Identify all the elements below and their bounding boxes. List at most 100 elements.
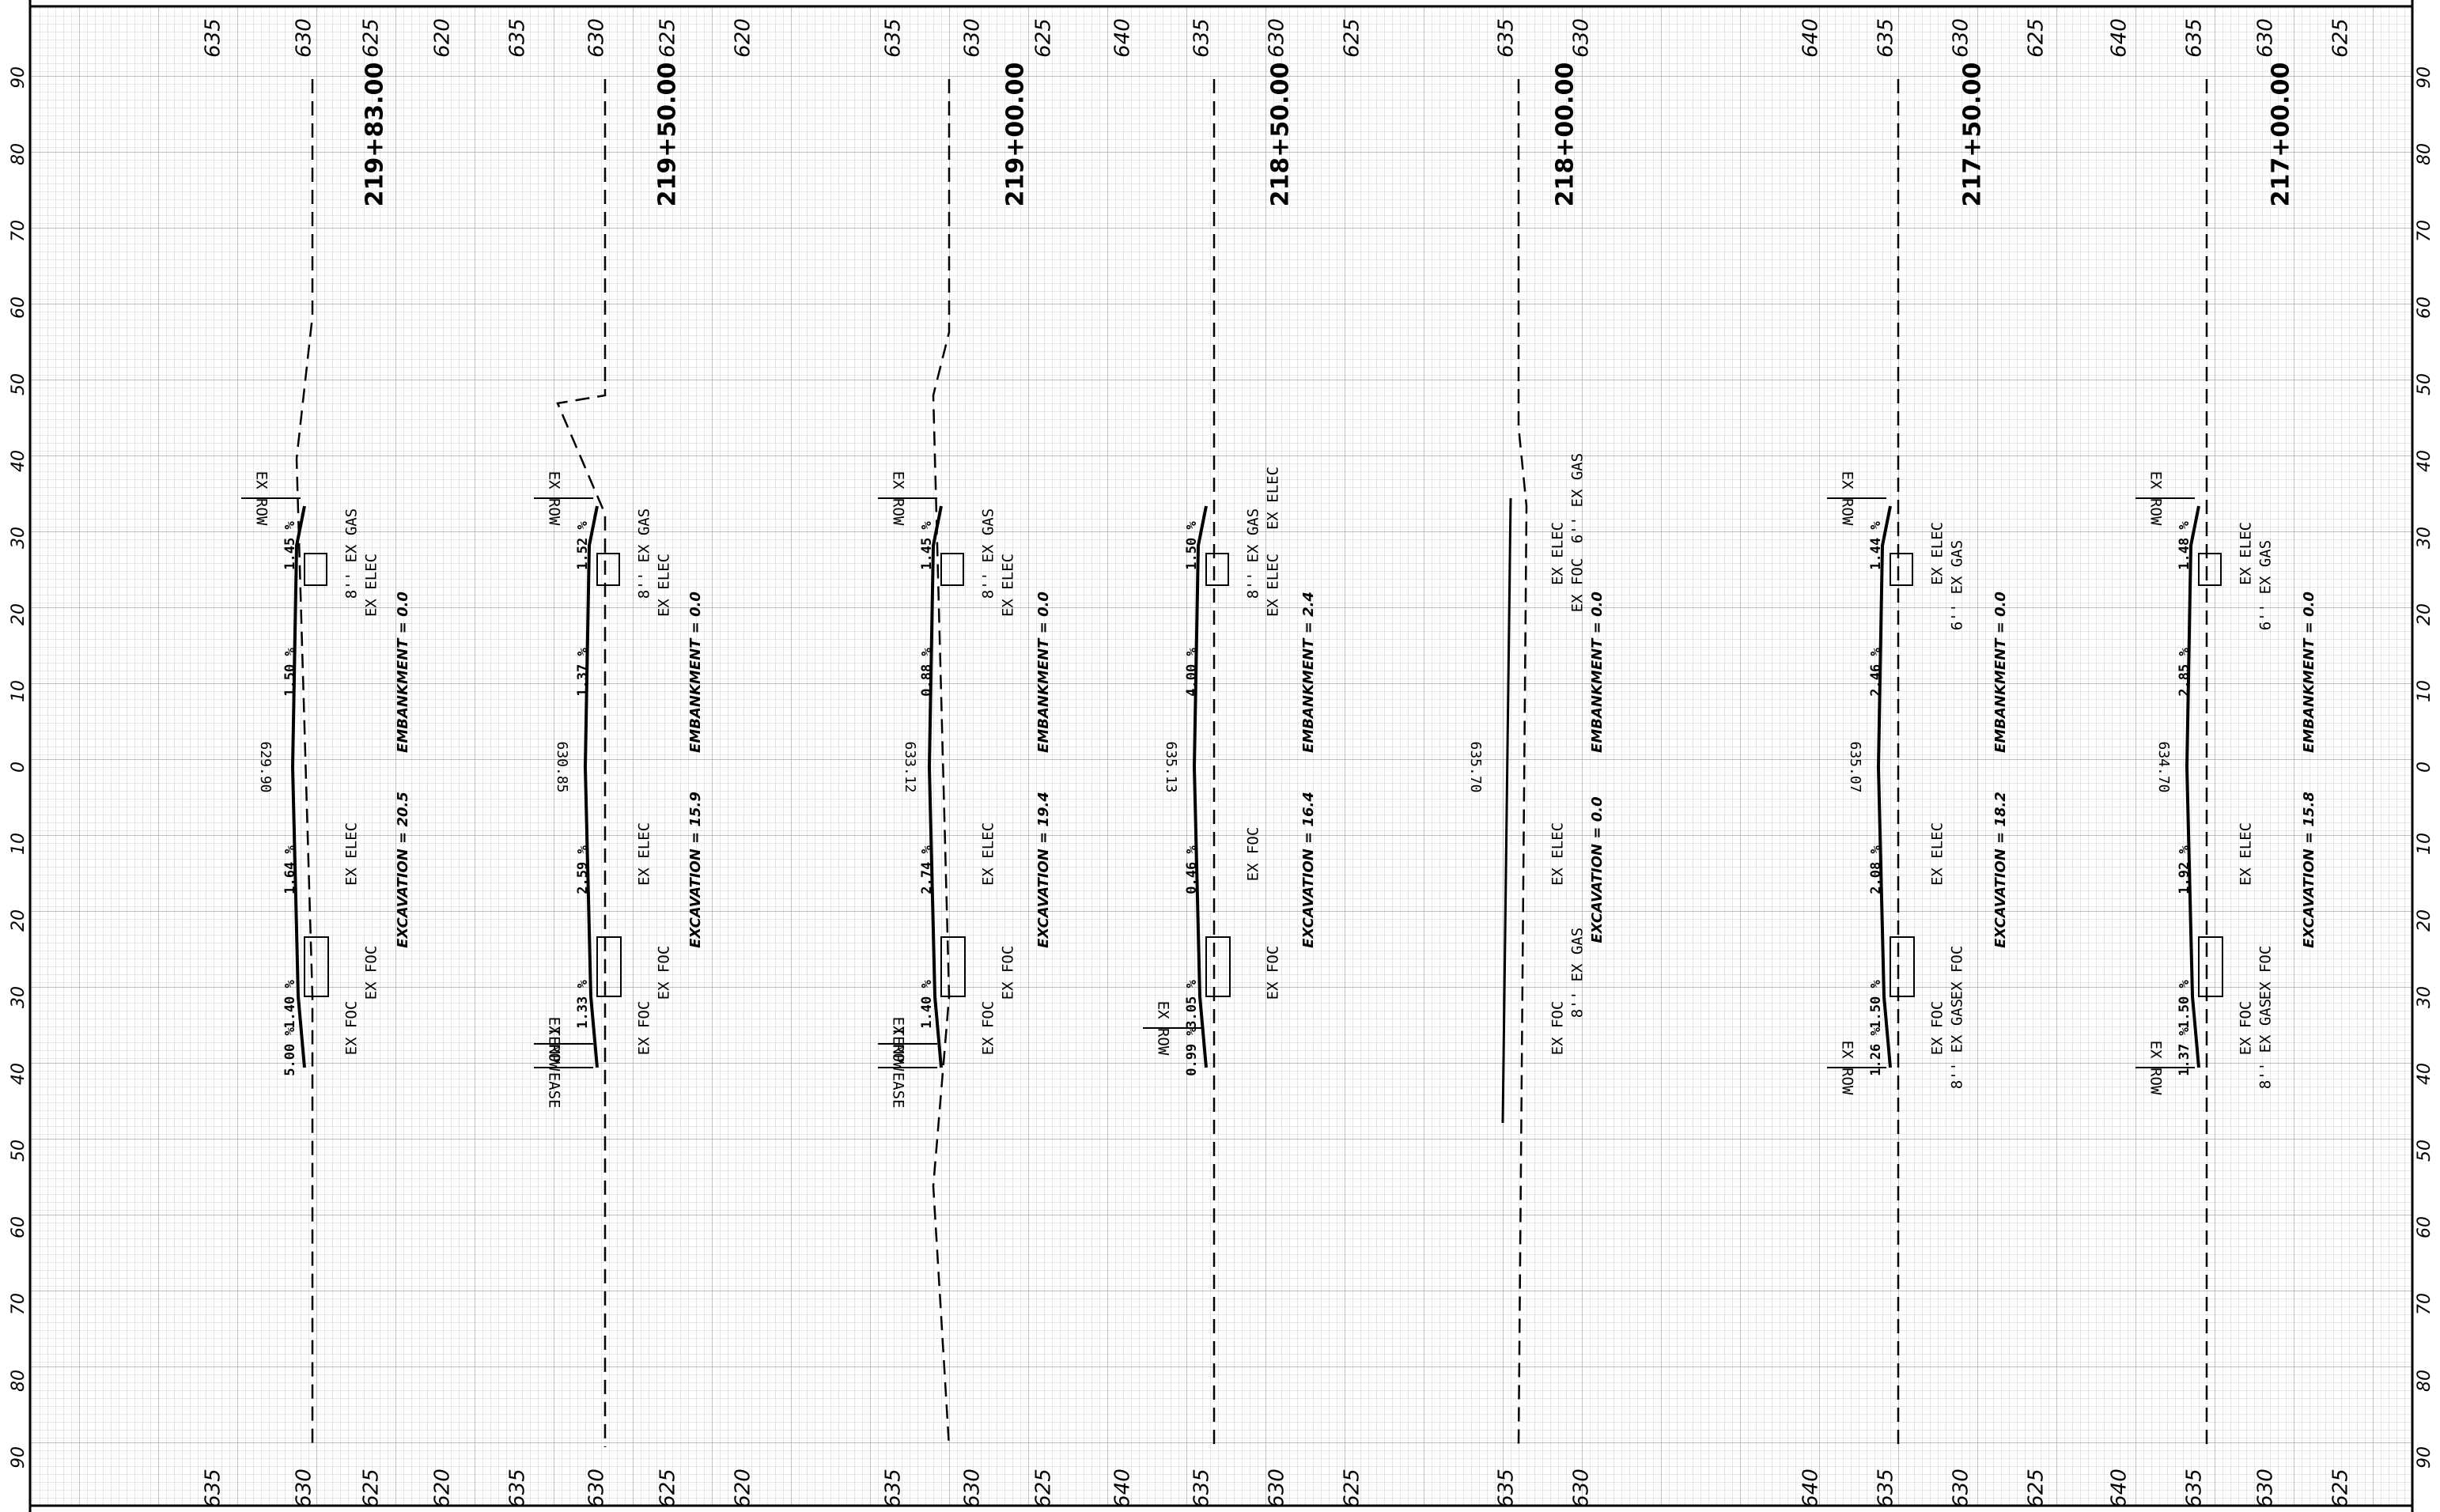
cross-section: 640 640 635 635 630 630 625 625 217+50.00 635.07 E… bbox=[1799, 18, 2048, 1508]
utility-label: EX FOC bbox=[980, 1001, 997, 1056]
slope-label: 0.46 % bbox=[1184, 845, 1200, 894]
curb-gutter bbox=[304, 936, 329, 997]
elevation-tick-label: 620 bbox=[732, 1469, 755, 1508]
slope-label: 1.92 % bbox=[2177, 845, 2192, 894]
utility-label: EX ELEC bbox=[2238, 522, 2255, 585]
elevation-tick-label: 620 bbox=[732, 18, 755, 58]
elevation-tick-label: 630 bbox=[293, 18, 316, 58]
elevation-tick-label: 635 bbox=[1495, 1469, 1519, 1508]
offset-tick-label: 10 bbox=[9, 680, 28, 702]
offset-tick-label: 60 bbox=[2415, 297, 2434, 319]
elevation-tick-label: 635 bbox=[2183, 18, 2207, 58]
curb-gutter bbox=[1890, 553, 1913, 586]
offset-tick-label: 50 bbox=[9, 1140, 28, 1162]
elevation-tick-label: 630 bbox=[1950, 1469, 1973, 1508]
elevation-tick-label: 640 bbox=[2108, 18, 2132, 58]
utility-label: EX FOC bbox=[1245, 827, 1262, 882]
offset-tick-label: 80 bbox=[2415, 1370, 2434, 1392]
elevation-tick-label: 635 bbox=[506, 18, 530, 58]
proposed-grade-line bbox=[1192, 505, 1208, 1068]
elevation-tick-label: 635 bbox=[1495, 18, 1519, 58]
embankment-quantity: EMBANKMENT = 0.0 bbox=[1992, 592, 2009, 753]
elevation-tick-label: 630 bbox=[1570, 1469, 1594, 1508]
elevation-tick-label: 630 bbox=[961, 18, 985, 58]
offset-tick-label: 10 bbox=[2415, 680, 2434, 702]
proposed-grade-line bbox=[1876, 505, 1892, 1068]
offset-tick-label: 10 bbox=[2415, 833, 2434, 855]
utility-label: EX ELEC bbox=[1929, 822, 1946, 886]
curb-gutter bbox=[304, 553, 327, 586]
utility-label: 8'' EX GAS bbox=[980, 508, 997, 599]
utility-label: EX ELEC bbox=[343, 822, 361, 886]
offset-tick-label: 90 bbox=[9, 1446, 28, 1469]
centerline-elevation: 630.85 bbox=[554, 741, 570, 792]
excavation-quantity: EXCAVATION = 18.2 bbox=[1992, 792, 2009, 948]
elevation-tick-label: 630 bbox=[1265, 1469, 1289, 1508]
utility-label: EX FOC bbox=[636, 1001, 653, 1056]
utility-label: EX ELEC bbox=[1929, 522, 1946, 585]
slope-label: 1.44 % bbox=[1868, 521, 1884, 570]
offset-tick-label: 90 bbox=[2415, 66, 2434, 89]
cross-section: 640 640 635 635 630 630 625 625 217+00.00 634.70 E… bbox=[2108, 18, 2353, 1508]
elevation-tick-label: 630 bbox=[585, 1469, 609, 1508]
elevation-tick-label: 630 bbox=[1950, 18, 1973, 58]
utility-label: EX ELEC bbox=[1549, 822, 1567, 886]
slope-label: 2.46 % bbox=[1868, 648, 1884, 697]
offset-tick-label: 50 bbox=[2415, 373, 2434, 395]
centerline-elevation: 635.70 bbox=[1467, 741, 1484, 792]
utility-label: EX ELEC bbox=[1549, 522, 1567, 585]
offset-tick-label: 70 bbox=[9, 1293, 28, 1315]
curb-gutter bbox=[940, 553, 964, 586]
slope-label: 1.26 % bbox=[1868, 1027, 1884, 1076]
utility-label: 6'' EX GAS bbox=[1569, 453, 1587, 543]
cross-section: 635 635 630 630 625 625 620 620 219+50.00 630.85 E… bbox=[506, 18, 755, 1508]
slope-label: 1.45 % bbox=[282, 521, 298, 570]
offset-tick-label: 20 bbox=[9, 603, 28, 626]
utility-label: 8'' EX GAS bbox=[2257, 999, 2275, 1089]
slope-label: 3.05 % bbox=[1184, 980, 1200, 1029]
cross-section: 635 635 630 630 218+00.00 635.70 EMBANKMENT = … bbox=[1467, 18, 1606, 1508]
centerline-elevation: 629.90 bbox=[257, 741, 274, 792]
proposed-grade-line bbox=[583, 505, 599, 1068]
offset-tick-label: 50 bbox=[2415, 1140, 2434, 1162]
utility-label: EX ELEC bbox=[1265, 554, 1282, 617]
excavation-quantity: EXCAVATION = 15.8 bbox=[2301, 792, 2317, 948]
station-label: 219+50.00 bbox=[654, 62, 682, 207]
curb-gutter bbox=[1890, 936, 1915, 997]
offset-tick-label: 60 bbox=[2415, 1216, 2434, 1238]
offset-tick-label: 30 bbox=[9, 527, 28, 549]
elevation-tick-label: 635 bbox=[882, 18, 906, 58]
elevation-tick-label: 625 bbox=[656, 18, 680, 58]
station-label: 217+00.00 bbox=[2268, 62, 2295, 207]
elevation-tick-label: 625 bbox=[2329, 18, 2353, 58]
utility-label: 6'' EX GAS bbox=[1949, 540, 1966, 630]
offset-tick-label: 70 bbox=[2415, 220, 2434, 242]
elevation-tick-label: 640 bbox=[1799, 18, 1823, 58]
utility-label: EX FOC bbox=[1569, 558, 1587, 613]
elevation-tick-label: 630 bbox=[961, 1469, 985, 1508]
elevation-tick-label: 625 bbox=[656, 1469, 680, 1508]
offset-tick-label: 90 bbox=[2415, 1446, 2434, 1469]
curb-gutter bbox=[1205, 936, 1231, 997]
offset-tick-label: 0 bbox=[2415, 762, 2434, 773]
slope-label: 1.50 % bbox=[1868, 980, 1884, 1029]
offset-tick-label: 30 bbox=[9, 986, 28, 1008]
embankment-quantity: EMBANKMENT = 0.0 bbox=[2301, 592, 2317, 753]
offset-tick-label: 30 bbox=[2415, 986, 2434, 1008]
utility-label: EX FOC bbox=[2257, 946, 2275, 1000]
existing-ground-line bbox=[556, 79, 607, 1447]
station-label: 218+50.00 bbox=[1267, 62, 1295, 207]
offset-tick-label: 70 bbox=[2415, 1293, 2434, 1315]
existing-ground-line bbox=[1517, 79, 1528, 1448]
elevation-tick-label: 640 bbox=[1111, 18, 1135, 58]
elevation-tick-label: 635 bbox=[506, 1469, 530, 1508]
grid-background bbox=[28, 5, 2414, 1507]
offset-tick-label: 10 bbox=[9, 833, 28, 855]
existing-ground-line bbox=[295, 79, 314, 1447]
curb-gutter bbox=[596, 936, 622, 997]
elevation-tick-label: 635 bbox=[1190, 18, 1214, 58]
elevation-tick-label: 640 bbox=[1111, 1469, 1135, 1508]
elevation-tick-label: 635 bbox=[202, 18, 225, 58]
elevation-tick-label: 625 bbox=[1032, 1469, 1056, 1508]
slope-label: 1.50 % bbox=[282, 648, 298, 697]
